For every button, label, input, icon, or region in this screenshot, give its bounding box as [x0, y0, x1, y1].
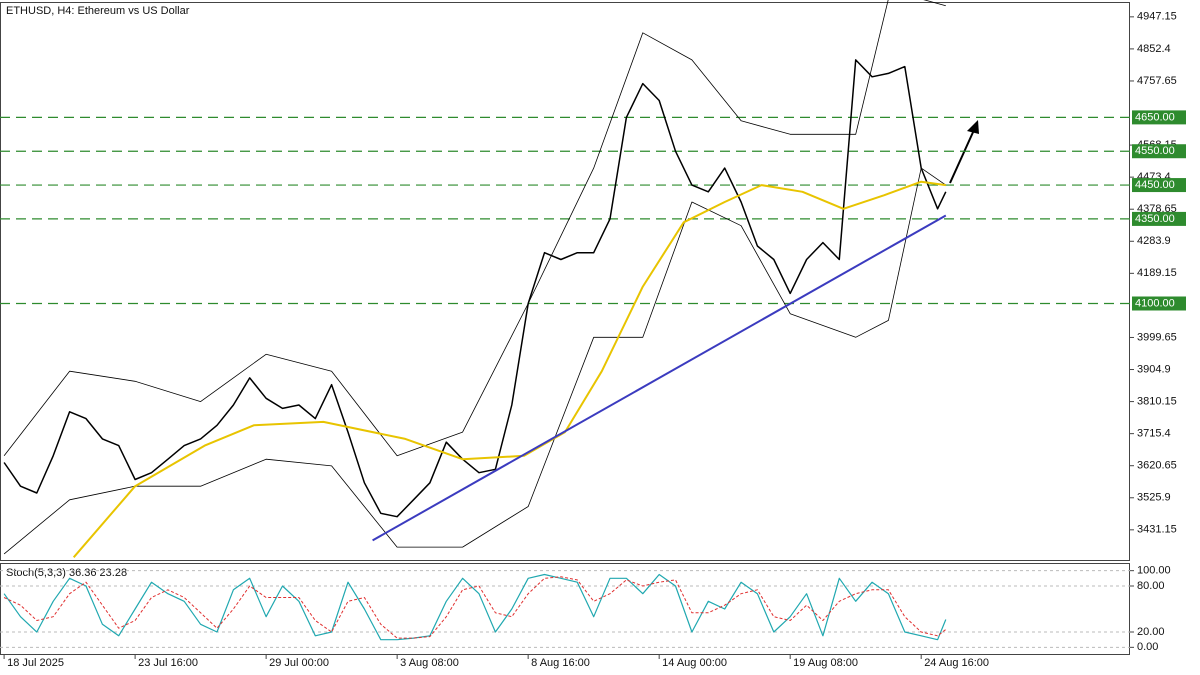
series-line	[3, 573, 947, 641]
y-tick-label: 4283.9	[1137, 235, 1171, 247]
level-label-box	[1132, 110, 1186, 125]
level-label: 4650.00	[1135, 111, 1175, 123]
level-label: 4350.00	[1135, 213, 1175, 225]
y-tick-label: 3810.15	[1137, 395, 1177, 407]
y-tick-label: 4947.15	[1137, 11, 1177, 23]
y-tick-label: 80.00	[1137, 580, 1165, 592]
level-label: 4550.00	[1135, 145, 1175, 157]
stoch-panel-border	[0, 563, 1130, 655]
y-tick-label: 100.00	[1137, 565, 1171, 577]
level-label: 4450.00	[1135, 179, 1175, 191]
x-tick-label: 19 Aug 08:00	[793, 657, 858, 669]
chart-title: ETHUSD, H4: Ethereum vs US Dollar	[6, 5, 190, 17]
level-label-box	[1132, 211, 1186, 226]
y-tick-label: 3904.9	[1137, 363, 1171, 375]
direction-arrow	[949, 129, 975, 184]
x-tick-label: 29 Jul 00:00	[269, 657, 329, 669]
stoch-title: Stoch(5,3,3) 36.36 23.28	[6, 567, 127, 579]
level-label-box	[1132, 144, 1186, 159]
series-line	[3, 59, 947, 518]
y-tick-label: 4757.65	[1137, 75, 1177, 87]
y-tick-label: 3999.65	[1137, 331, 1177, 343]
x-tick-label: 23 Jul 16:00	[138, 657, 198, 669]
level-label-box	[1132, 296, 1186, 311]
series-line	[3, 576, 947, 639]
level-label-box	[1132, 178, 1186, 193]
x-tick-label: 14 Aug 00:00	[662, 657, 727, 669]
x-tick-label: 24 Aug 16:00	[924, 657, 989, 669]
series-line	[72, 180, 946, 558]
level-label: 4100.00	[1135, 297, 1175, 309]
y-tick-label: 0.00	[1137, 641, 1158, 653]
main-panel-border	[0, 2, 1130, 561]
series-line	[3, 0, 946, 457]
y-tick-label: 3525.9	[1137, 492, 1171, 504]
y-tick-label: 3715.4	[1137, 428, 1171, 440]
y-tick-label: 20.00	[1137, 626, 1165, 638]
series-line	[3, 167, 947, 555]
y-tick-label: 3431.15	[1137, 524, 1177, 536]
x-tick-label: 8 Aug 16:00	[531, 657, 590, 669]
x-tick-label: 3 Aug 08:00	[400, 657, 459, 669]
series-line	[372, 214, 947, 542]
arrow-head	[967, 120, 979, 134]
y-tick-label: 3620.65	[1137, 460, 1177, 472]
y-tick-label: 4852.4	[1137, 43, 1171, 55]
x-tick-label: 18 Jul 2025	[7, 657, 64, 669]
y-tick-label: 4189.15	[1137, 267, 1177, 279]
